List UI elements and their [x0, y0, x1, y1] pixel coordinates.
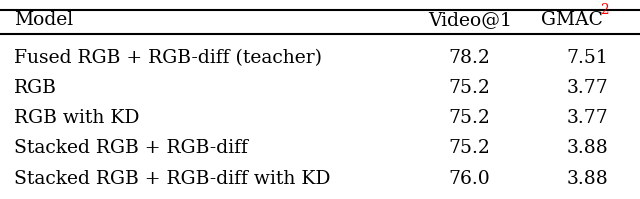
Text: 3.88: 3.88	[567, 139, 609, 157]
Text: 78.2: 78.2	[449, 49, 491, 67]
Text: 75.2: 75.2	[449, 109, 491, 127]
Text: Video@1: Video@1	[428, 11, 512, 29]
Text: GMAC: GMAC	[541, 11, 603, 29]
Text: 2: 2	[600, 3, 609, 17]
Text: 76.0: 76.0	[449, 170, 491, 188]
Text: 75.2: 75.2	[449, 79, 491, 97]
Text: 3.77: 3.77	[567, 109, 609, 127]
Text: Fused RGB + RGB-diff (teacher): Fused RGB + RGB-diff (teacher)	[14, 49, 322, 67]
Text: RGB with KD: RGB with KD	[14, 109, 140, 127]
Text: Model: Model	[14, 11, 73, 29]
Text: 7.51: 7.51	[567, 49, 609, 67]
Text: RGB: RGB	[14, 79, 57, 97]
Text: 3.77: 3.77	[567, 79, 609, 97]
Text: Stacked RGB + RGB-diff with KD: Stacked RGB + RGB-diff with KD	[14, 170, 331, 188]
Text: 3.88: 3.88	[567, 170, 609, 188]
Text: Stacked RGB + RGB-diff: Stacked RGB + RGB-diff	[14, 139, 248, 157]
Text: 75.2: 75.2	[449, 139, 491, 157]
